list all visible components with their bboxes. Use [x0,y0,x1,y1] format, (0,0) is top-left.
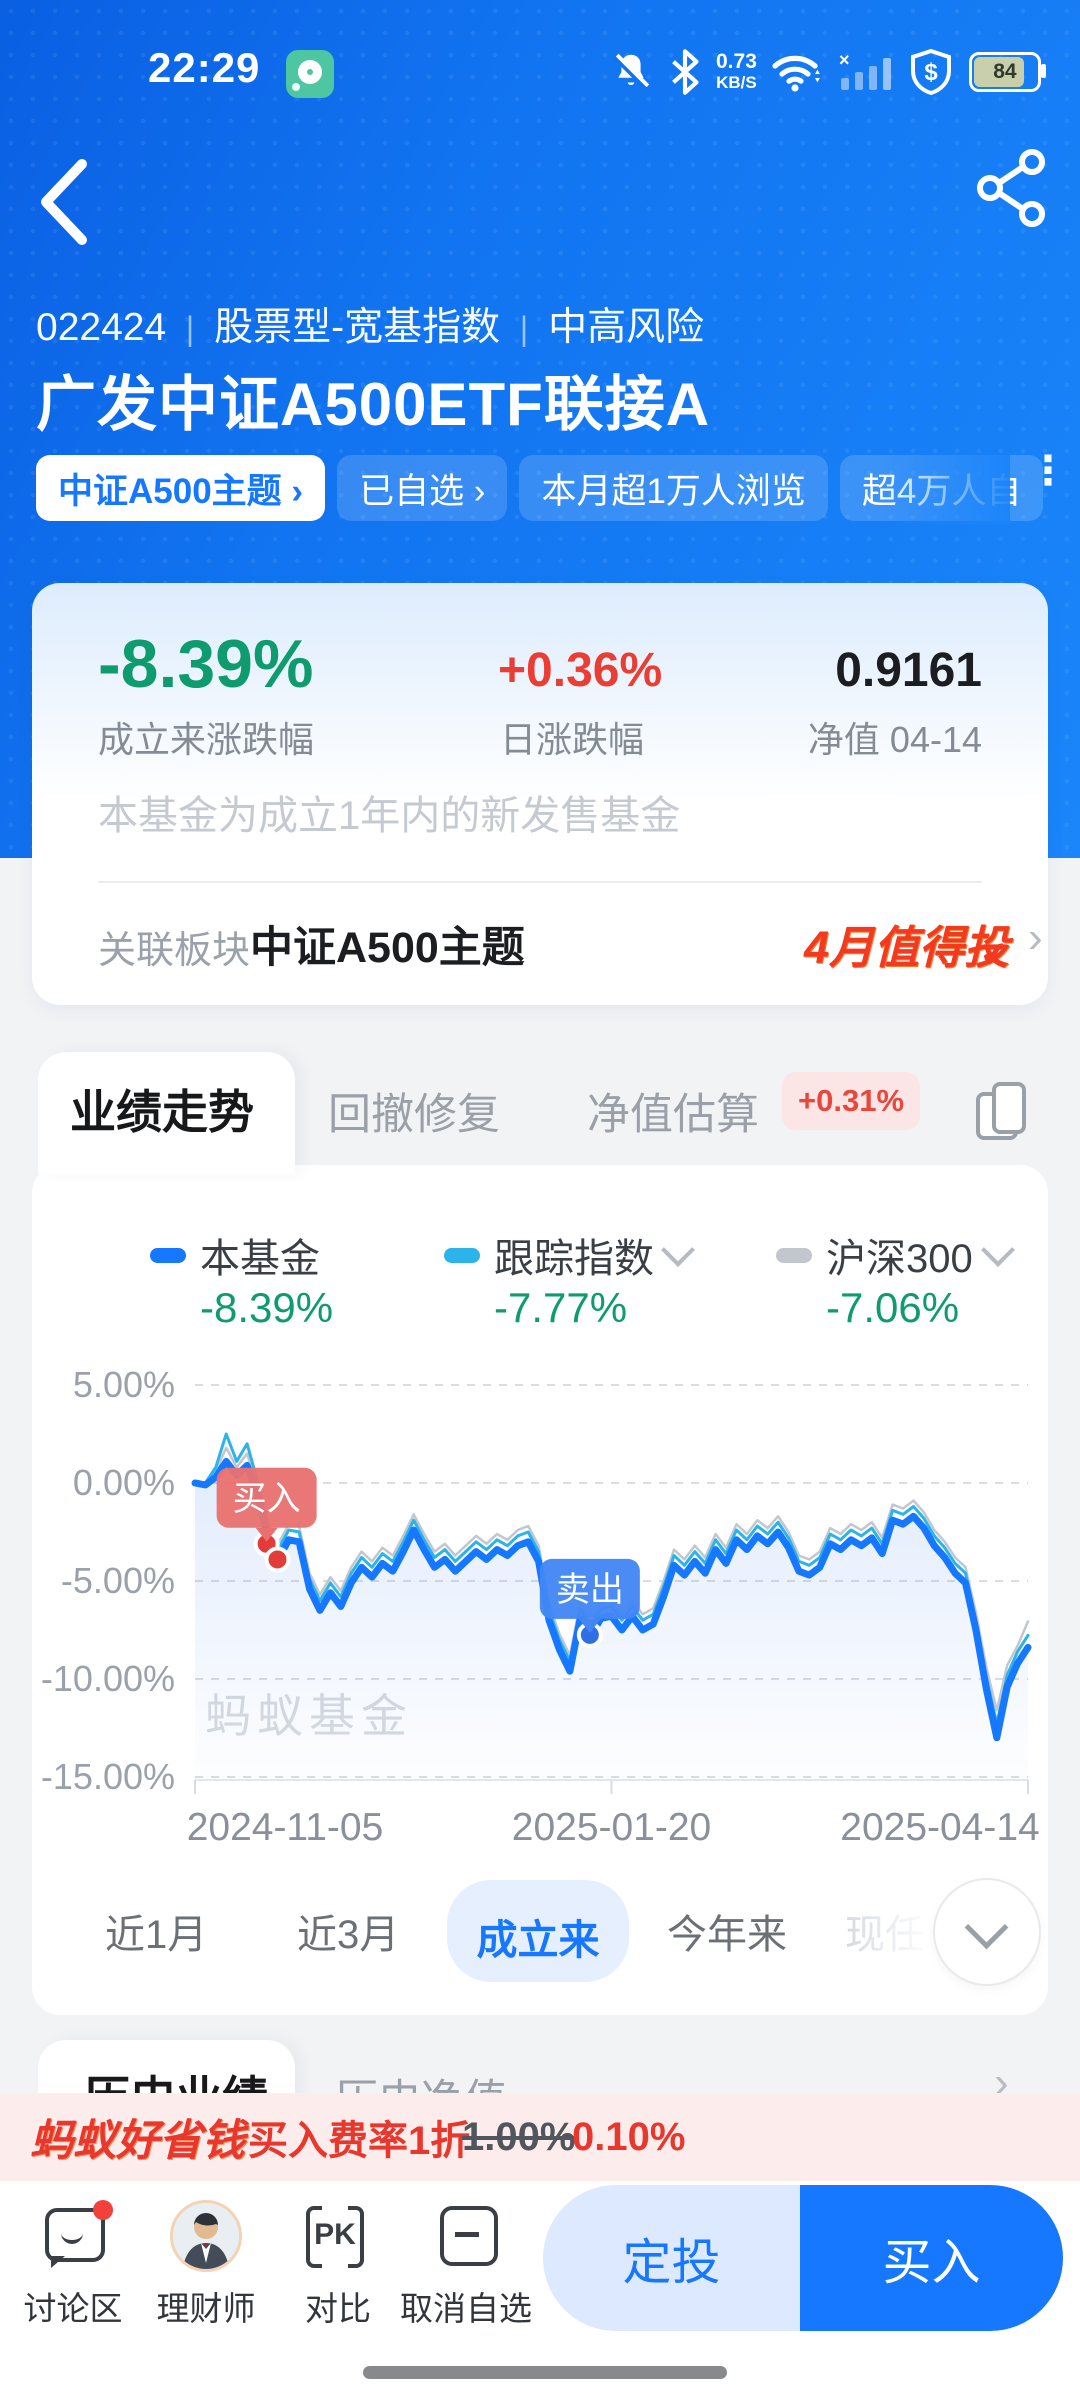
related-sector-value[interactable]: 中证A500主题 [250,924,525,972]
more-periods-button[interactable] [933,1878,1041,1986]
x-tick-label: 2025-04-14 [840,1806,1040,1849]
tag-favorited[interactable]: 已自选 › [337,455,508,521]
buy-badge-tail [255,1527,278,1542]
buy-badge [216,1467,317,1528]
x-tick-label: 2025-01-20 [512,1806,712,1849]
svg-text:×: × [839,50,850,70]
landscape-rotate-icon[interactable] [976,1082,1034,1140]
signal-bars-icon: × [839,50,891,90]
notification-dot [93,2200,113,2220]
promo-april-picks[interactable]: 4月值得投 [804,922,1010,973]
since-inception-label: 成立来涨跌幅 [98,719,315,760]
period-since-inception[interactable]: 成立来 [447,1880,629,1982]
legend-index-marker [444,1248,480,1263]
fund-category: 股票型-宽基指数 [214,306,501,349]
stats-card: -8.39% 成立来涨跌幅 +0.36% 日涨跌幅 0.9161 净值 04-1… [32,583,1048,1005]
legend-fund-marker [150,1248,186,1263]
period-1m[interactable]: 近1月 [105,1913,208,1957]
sell-badge [539,1558,640,1619]
banner-new-rate: 0.10% [572,2114,686,2159]
divider [98,881,982,883]
nav-label: 净值 04-14 [807,719,982,760]
status-icons: 0.73 KB/S × $ 84 [608,40,1068,104]
y-tick-label: 0.00% [73,1462,175,1503]
banner-text: 买入费率1折 [248,2119,471,2163]
sell-badge-label: 卖出 [556,1571,624,1609]
tab-performance-active-bg[interactable] [38,1052,295,1174]
more-tags-icon[interactable]: ⋮ [1028,449,1068,493]
battery-icon: 84 [968,52,1046,92]
bluetooth-icon [672,49,699,95]
fund-code: 022424 [36,306,167,349]
chevron-down-icon [964,1905,1009,1950]
daily-return: +0.36% [498,644,663,697]
fund-meta-line: 022424 ∣ 股票型-宽基指数 ∣ 中高风险 [36,306,705,349]
period-3m[interactable]: 近3月 [297,1913,400,1957]
tag-fade-overlay [880,455,1010,525]
estimate-badge: +0.31% [782,1072,921,1130]
nav-value: 0.9161 [835,644,982,697]
chat-icon [45,2200,113,2268]
chevron-right-icon[interactable]: › [1028,913,1043,962]
tab-nav-estimate[interactable]: 净值估算 [587,1091,759,1139]
svg-text:$: $ [924,59,938,86]
fund-title: 广发中证A500ETF联接A [36,371,711,438]
x-tick-label: 2024-11-05 [187,1806,384,1849]
wifi-icon [772,55,820,92]
tag-views: 本月超1万人浏览 [519,455,828,521]
y-tick-label: -15.00% [41,1756,175,1797]
legend-hs300-marker [776,1248,812,1263]
period-ytd[interactable]: 今年来 [667,1913,787,1957]
y-tick-label: -10.00% [41,1658,175,1699]
mute-bell-icon [613,53,650,90]
network-speed: 0.73 KB/S [716,50,757,92]
security-shield-icon: $ [910,48,951,96]
status-time: 22:29 [148,44,261,91]
pk-compare-icon: PK [306,2206,364,2268]
aip-button[interactable]: 定投 [543,2185,800,2331]
since-inception-return: -8.39% [98,626,314,702]
notification-app-icon [286,50,334,98]
buy-dot [264,1546,291,1573]
back-button[interactable] [34,158,94,246]
related-sector-label: 关联板块 [98,930,251,972]
y-tick-label: -5.00% [61,1560,175,1601]
tag-theme[interactable]: 中证A500主题 › [36,455,326,521]
banner-brand: 蚂蚁好省钱 [30,2117,245,2165]
fee-discount-banner[interactable]: 蚂蚁好省钱 买入费率1折 1.00% 0.10% [0,2093,1080,2181]
home-indicator[interactable] [363,2366,727,2379]
sell-badge-tail [578,1618,601,1633]
buy-button[interactable]: 买入 [800,2185,1063,2331]
new-fund-notice: 本基金为成立1年内的新发售基金 [98,794,681,838]
y-tick-label: 5.00% [73,1364,175,1405]
promo-check-icon: ✔ [977,934,1012,976]
advisor-avatar [170,2200,242,2272]
buy-badge-label: 买入 [233,1480,301,1518]
performance-chart[interactable]: 5.00% 0.00% -5.00% -10.00% -15.00% 2024-11-05… [0,1340,1080,1860]
banner-old-rate: 1.00% [462,2114,576,2159]
fund-risk: 中高风险 [548,306,705,349]
tab-performance[interactable]: 业绩走势 [70,1086,254,1138]
tab-drawdown[interactable]: 回撤修复 [328,1091,500,1139]
minus-square-icon [440,2206,498,2266]
share-icon[interactable] [976,148,1046,228]
daily-return-label: 日涨跌幅 [500,719,645,760]
